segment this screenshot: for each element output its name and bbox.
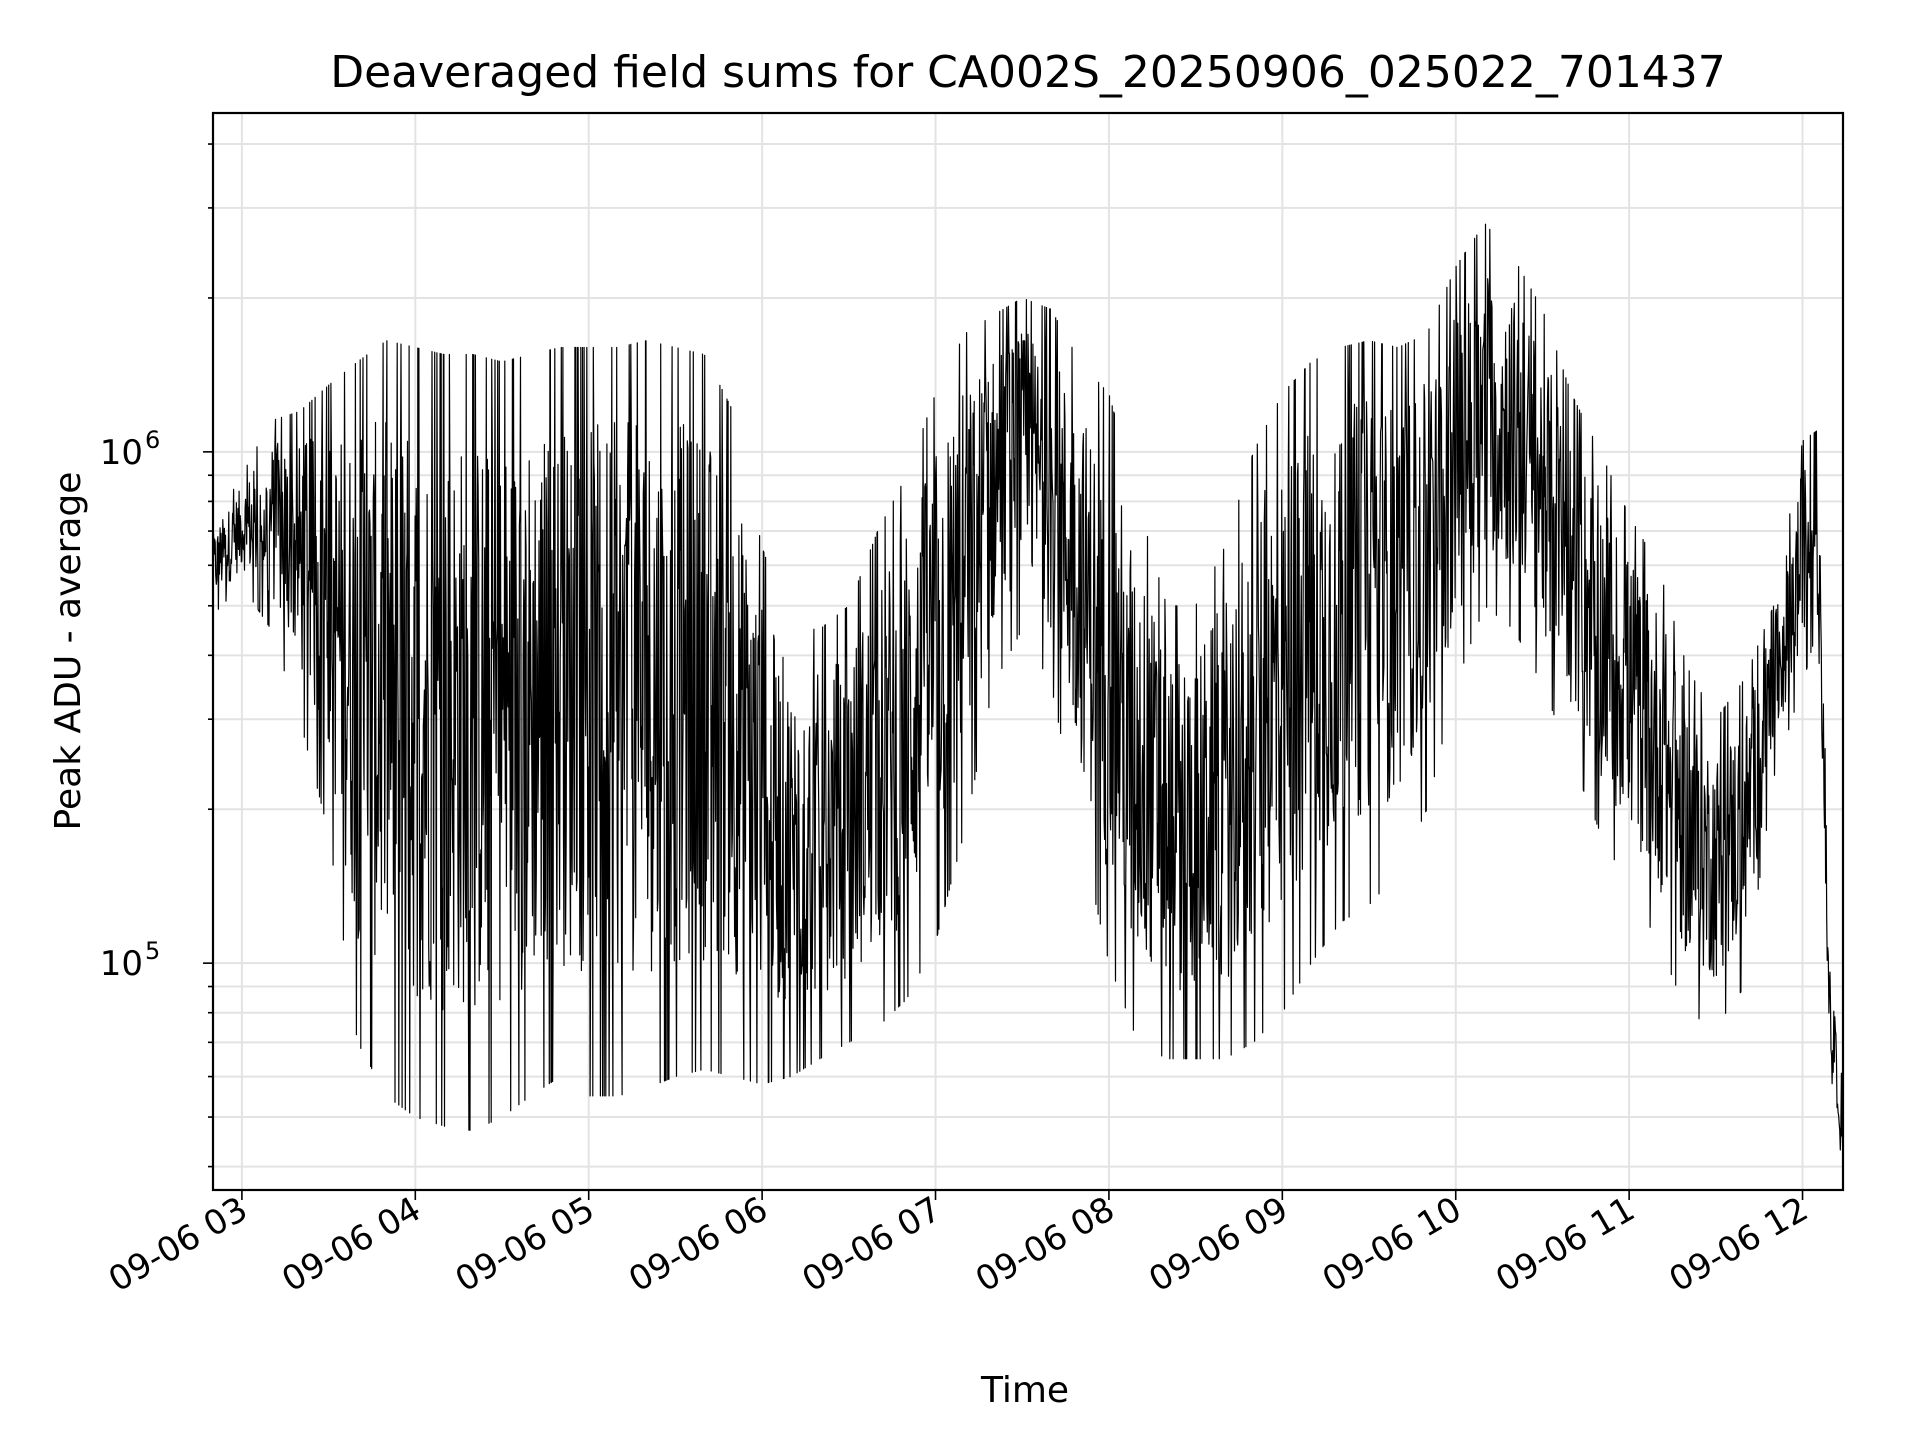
x-axis-label: Time bbox=[980, 1370, 1069, 1411]
y-tick-label-exponent: 6 bbox=[145, 426, 160, 454]
x-tick-label: 09-06 09 bbox=[1142, 1189, 1294, 1300]
x-axis: 09-06 03 09-06 04 09-06 05 09-06 06 09-06 07… bbox=[102, 1189, 1815, 1300]
x-tick-label: 09-06 04 bbox=[275, 1189, 427, 1300]
chart-title: Deaveraged field sums for CA002S_2025090… bbox=[330, 47, 1726, 98]
y-tick-label-base: 10 bbox=[100, 944, 143, 984]
y-tick-label-exponent: 5 bbox=[145, 937, 160, 965]
x-tick-label: 09-06 03 bbox=[102, 1189, 254, 1300]
y-tick-label-base: 10 bbox=[100, 433, 143, 473]
x-tick-label: 09-06 05 bbox=[449, 1189, 601, 1300]
x-tick-label: 09-06 06 bbox=[622, 1189, 774, 1300]
plot-frame bbox=[211, 111, 1845, 1192]
x-tick-label: 09-06 12 bbox=[1663, 1189, 1815, 1300]
series-line bbox=[212, 223, 1844, 1151]
data-line bbox=[212, 223, 1844, 1151]
x-tick-label: 09-06 07 bbox=[796, 1189, 948, 1300]
x-tick-label: 09-06 11 bbox=[1489, 1189, 1641, 1300]
x-tick-label: 09-06 08 bbox=[969, 1189, 1121, 1300]
x-tick-label: 09-06 10 bbox=[1316, 1189, 1468, 1300]
y-axis-label: Peak ADU - average bbox=[48, 472, 89, 831]
